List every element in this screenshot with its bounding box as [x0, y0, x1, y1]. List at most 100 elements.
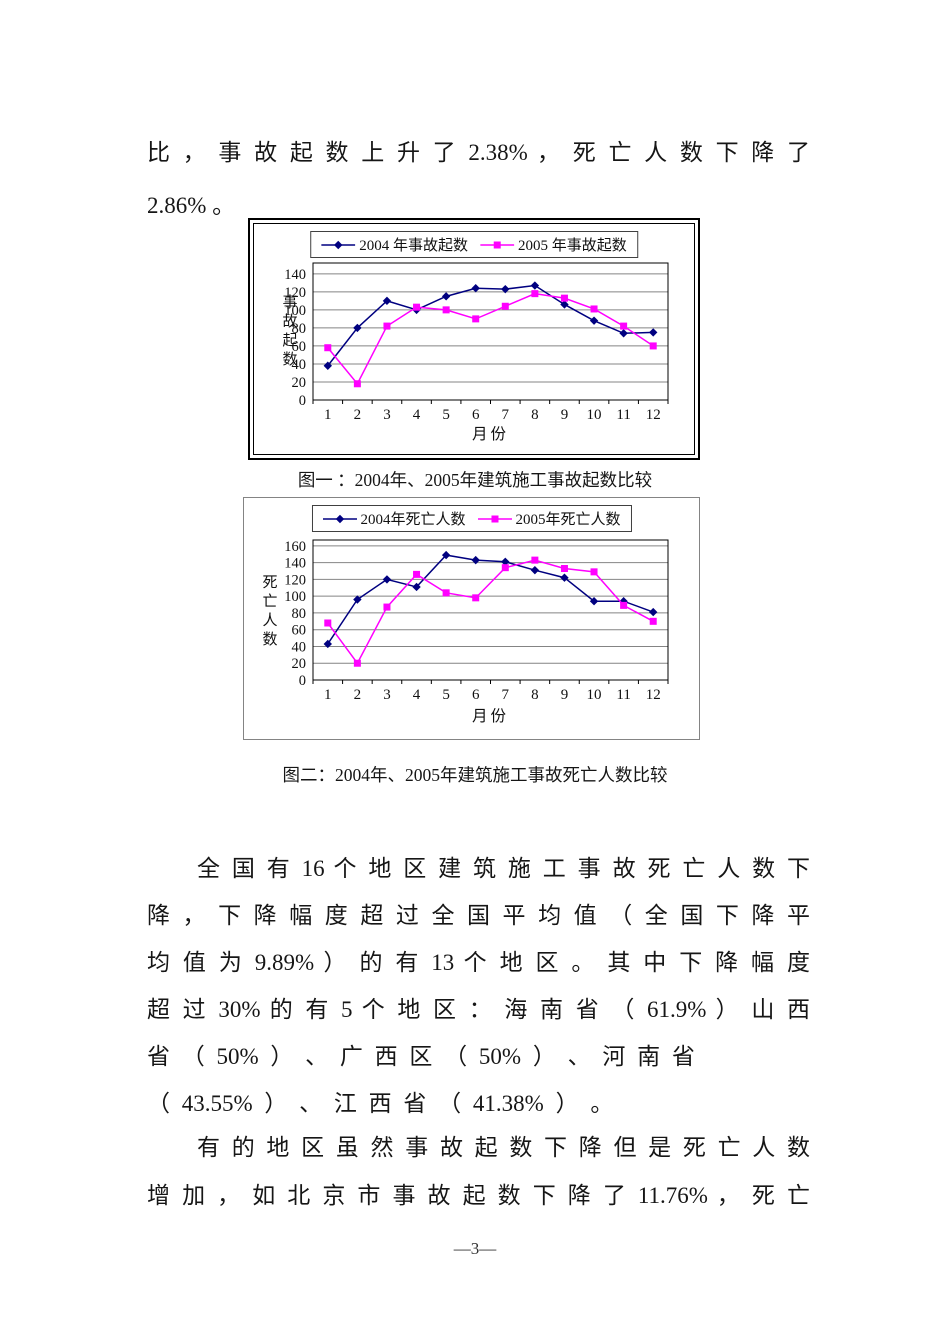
x-tick-label: 9: [561, 407, 569, 423]
x-tick-label: 2: [354, 687, 362, 703]
x-tick-label: 5: [442, 687, 450, 703]
legend-label: 2005 年事故起数: [518, 238, 627, 254]
y-tick-label: 140: [284, 556, 306, 572]
paragraph-intro: 比 ， 事 故 起 数 上 升 了 2.38% ， 死 亡 人 数 下 降 了 …: [147, 126, 810, 232]
square-marker: [501, 564, 509, 572]
square-marker: [442, 306, 450, 314]
diamond-marker: [323, 361, 332, 370]
y-tick-label: 40: [292, 357, 307, 373]
x-tick-label: 7: [502, 407, 510, 423]
x-tick-label: 11: [616, 407, 630, 423]
x-tick-label: 5: [442, 407, 450, 423]
y-axis-title-deaths: 死 亡 人 数: [262, 575, 278, 648]
x-tick-label: 10: [587, 407, 602, 423]
text-line: 比 ， 事 故 起 数 上 升 了 2.38% ， 死 亡 人 数 下 降 了: [147, 140, 810, 165]
text-line: 降 ， 下 降 幅 度 超 过 全 国 平 均 值 （ 全 国 下 降 平: [147, 903, 810, 928]
text-line: 均 值 为 9.89% ） 的 有 13 个 地 区 。 其 中 下 降 幅 度: [147, 950, 810, 975]
chart-deaths-legend: 2004年死亡人数 2005年死亡人数: [311, 505, 632, 532]
y-axis-title-accidents: 事 故 起 数: [282, 295, 298, 368]
x-axis-title: 月份: [472, 425, 509, 443]
x-tick-label: 4: [413, 687, 421, 703]
diamond-marker: [501, 284, 510, 294]
diamond-marker: [619, 329, 628, 338]
x-tick-label: 8: [531, 407, 539, 423]
text-line: 省 （ 50% ） 、 广 西 区 （ 50% ） 、 河 南 省: [147, 1044, 695, 1069]
x-tick-label: 12: [646, 407, 661, 423]
y-tick-label: 0: [299, 393, 306, 409]
y-tick-label: 60: [292, 623, 307, 639]
x-tick-label: 4: [413, 407, 421, 423]
square-marker: [383, 322, 391, 330]
diamond-marker: [530, 281, 540, 290]
figure1-caption: 图一 ：2004年、2005年建筑施工事故起数比较: [297, 470, 653, 490]
square-marker: [531, 290, 539, 298]
y-tick-label: 160: [284, 539, 306, 555]
legend-entry: 2004年死亡人数: [322, 508, 466, 529]
x-tick-label: 3: [383, 407, 391, 423]
diamond-marker: [441, 292, 451, 301]
paragraph-beijing: 有 的 地 区 虽 然 事 故 起 数 下 降 但 是 死 亡 人 数 增 加 …: [147, 1124, 810, 1220]
legend-marker-icon: [480, 241, 514, 248]
x-tick-label: 1: [324, 687, 332, 703]
square-marker: [383, 603, 391, 611]
square-marker: [649, 617, 657, 625]
text-line: （ 43.55% ） 、 江 西 省 （ 41.38% ） 。: [147, 1091, 614, 1116]
square-marker: [413, 303, 421, 311]
legend-marker-icon: [322, 514, 357, 523]
square-marker: [531, 556, 539, 564]
y-tick-label: 100: [284, 589, 306, 605]
chart-accidents-frame: 2004 年事故起数 2005 年事故起数 事 故 起 数 0 20 40 60 80 10…: [248, 218, 700, 460]
diamond-marker: [530, 565, 540, 575]
square-marker: [501, 302, 509, 310]
square-marker: [353, 380, 361, 388]
legend-label: 2004年死亡人数: [360, 512, 466, 528]
diamond-marker: [382, 575, 392, 584]
diamond-marker: [353, 323, 362, 333]
text-line: 2.86% 。: [147, 193, 236, 218]
square-marker: [590, 568, 598, 576]
diamond-marker: [649, 607, 658, 617]
legend-label: 2004 年事故起数: [359, 238, 468, 254]
chart-accidents-legend: 2004 年事故起数 2005 年事故起数: [310, 231, 638, 258]
series-line: [327, 284, 654, 367]
x-tick-label: 9: [561, 687, 569, 703]
legend-entry: 2004 年事故起数: [321, 234, 468, 255]
square-marker: [472, 315, 480, 323]
legend-marker-icon: [477, 515, 512, 522]
x-tick-label: 10: [587, 687, 602, 703]
y-tick-label: 80: [292, 321, 307, 337]
chart-accidents-inner-frame: 2004 年事故起数 2005 年事故起数 事 故 起 数 0 20 40 60 80 10…: [253, 223, 695, 455]
x-tick-label: 2: [354, 407, 362, 423]
x-tick-label: 12: [646, 687, 661, 703]
legend-entry: 2005 年事故起数: [480, 234, 627, 255]
legend-marker-icon: [321, 240, 356, 249]
y-tick-label: 20: [292, 375, 307, 391]
y-tick-label: 140: [284, 267, 306, 283]
figure2-caption: 图二：2004年、2005年建筑施工事故死亡人数比较: [282, 765, 668, 785]
text-line: 增 加 ， 如 北 京 市 事 故 起 数 下 降 了 11.76% ， 死 亡: [147, 1183, 810, 1208]
x-tick-label: 8: [531, 687, 539, 703]
legend-entry: 2005年死亡人数: [477, 508, 621, 529]
y-tick-label: 20: [292, 656, 307, 672]
diamond-marker: [649, 328, 658, 337]
y-tick-label: 120: [284, 572, 306, 588]
square-marker: [620, 322, 628, 330]
x-tick-label: 11: [616, 687, 630, 703]
plot-border: [312, 262, 669, 401]
text-line: 有 的 地 区 虽 然 事 故 起 数 下 降 但 是 死 亡 人 数: [197, 1135, 810, 1160]
diamond-marker: [471, 284, 480, 293]
y-tick-label: 80: [292, 606, 307, 622]
square-marker: [472, 594, 480, 602]
x-tick-label: 1: [324, 407, 332, 423]
page-number: —3—: [453, 1239, 497, 1258]
square-marker: [324, 344, 332, 352]
square-marker: [353, 659, 361, 667]
square-marker: [324, 619, 332, 627]
chart-deaths-frame: 2004年死亡人数 2005年死亡人数 死 亡 人 数 0 20 40 60 80 100 1…: [243, 497, 700, 740]
series-line: [327, 292, 654, 386]
series-line: [327, 554, 654, 645]
square-marker: [620, 601, 628, 609]
